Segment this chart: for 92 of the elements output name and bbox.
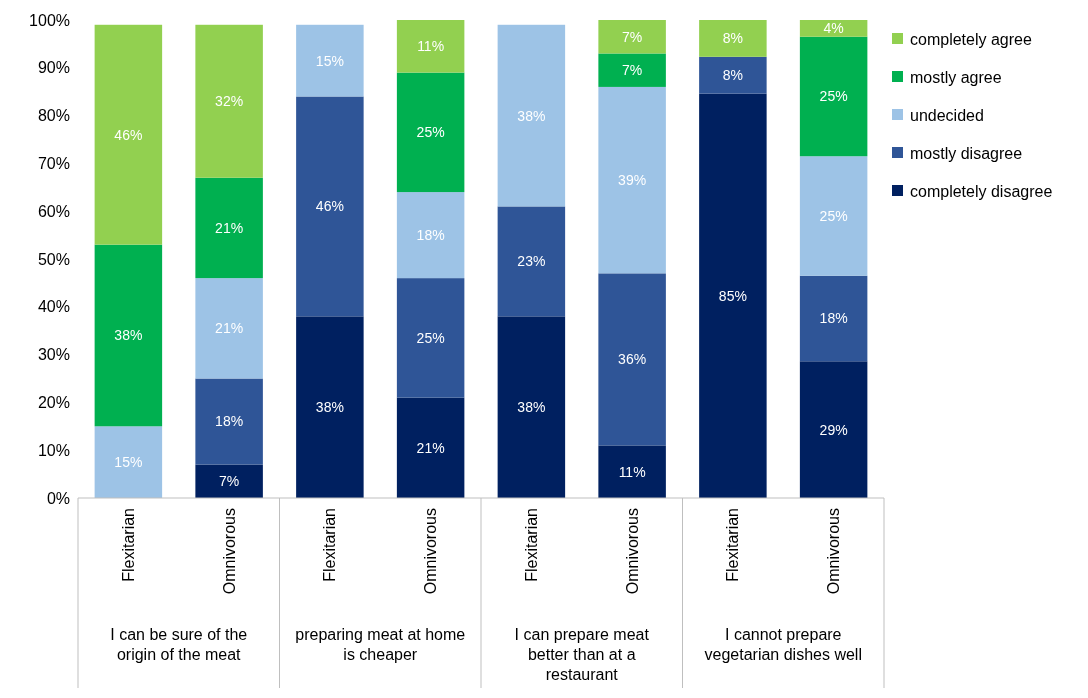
x-tick-label: Flexitarian xyxy=(321,508,339,582)
data-label: 7% xyxy=(622,62,643,79)
data-label: 15% xyxy=(315,52,344,69)
data-label: 38% xyxy=(517,399,546,416)
legend-label: completely disagree xyxy=(910,182,1053,200)
x-tick-label: Flexitarian xyxy=(119,508,137,582)
y-tick-label: 70% xyxy=(37,155,70,172)
legend-label: undecided xyxy=(910,106,984,124)
y-tick-label: 50% xyxy=(37,250,70,268)
bar xyxy=(497,316,566,498)
data-label: 11% xyxy=(618,463,646,480)
bar xyxy=(497,206,566,317)
data-label: 85% xyxy=(718,287,747,304)
legend-label: completely agree xyxy=(910,30,1032,48)
bar xyxy=(799,361,868,498)
data-label: 46% xyxy=(114,126,143,143)
y-tick-label: 40% xyxy=(37,298,70,316)
data-label: 25% xyxy=(819,207,848,224)
data-label: 29% xyxy=(819,421,848,438)
x-tick-label: Omnivorous xyxy=(422,508,440,595)
bar xyxy=(94,244,163,427)
text: I can be sure of the origin of the meat xyxy=(110,626,248,663)
x-tick-label: Omnivorous xyxy=(825,508,843,595)
bar xyxy=(396,397,465,498)
y-tick-label: 20% xyxy=(37,394,70,411)
bar xyxy=(396,20,465,73)
x-tick-label: Omnivorous xyxy=(623,508,641,595)
data-label: 38% xyxy=(315,399,344,416)
data-label: 25% xyxy=(416,329,445,346)
bar xyxy=(497,24,566,207)
data-label: 8% xyxy=(722,67,743,84)
bar xyxy=(598,273,666,446)
data-label: 25% xyxy=(416,124,445,141)
text: preparing meat at home is cheaper xyxy=(295,626,466,663)
data-label: 39% xyxy=(618,172,647,189)
data-label: 32% xyxy=(215,93,244,110)
y-tick-label: 0% xyxy=(46,489,70,507)
legend-label: mostly agree xyxy=(910,68,1002,86)
x-tick-label: Omnivorous xyxy=(220,508,238,595)
data-label: 21% xyxy=(416,439,445,456)
data-label: 15% xyxy=(114,454,143,471)
bar xyxy=(296,316,364,498)
y-tick-label: 10% xyxy=(37,441,70,459)
bar xyxy=(799,20,868,37)
data-label: 8% xyxy=(722,30,743,47)
bar xyxy=(799,156,868,276)
bar xyxy=(195,378,263,465)
bar xyxy=(195,177,263,279)
bar xyxy=(699,20,767,57)
bar xyxy=(195,24,263,178)
data-label: 18% xyxy=(819,310,848,327)
data-label: 21% xyxy=(215,219,244,236)
data-label: 7% xyxy=(622,28,643,45)
y-tick-label: 60% xyxy=(37,202,70,220)
data-label: 23% xyxy=(517,253,546,270)
text: I can prepare meat better than at a restaurant xyxy=(514,626,650,683)
data-label: 25% xyxy=(819,88,848,105)
bar xyxy=(598,20,666,54)
bar xyxy=(799,36,868,157)
bar xyxy=(598,53,666,87)
y-tick-label: 100% xyxy=(29,11,70,29)
bar xyxy=(699,56,767,94)
bar xyxy=(396,72,465,193)
bar xyxy=(396,278,465,398)
data-label: 38% xyxy=(517,107,546,124)
y-tick-label: 30% xyxy=(37,346,70,364)
bar xyxy=(396,192,465,279)
bar xyxy=(296,96,364,317)
text: I cannot prepare vegetarian dishes well xyxy=(704,626,862,663)
data-label: 36% xyxy=(618,351,647,368)
x-tick-label: Flexitarian xyxy=(522,508,540,582)
bar xyxy=(296,24,364,97)
bar xyxy=(94,426,163,498)
bar xyxy=(598,86,666,274)
y-tick-label: 90% xyxy=(37,59,70,77)
bar xyxy=(799,275,868,362)
bar xyxy=(598,445,666,498)
data-label: 18% xyxy=(416,227,445,243)
bar xyxy=(94,24,163,245)
x-tick-label: Flexitarian xyxy=(724,508,742,582)
data-label: 4% xyxy=(823,20,844,37)
data-label: 18% xyxy=(215,413,244,430)
bar xyxy=(195,464,263,498)
y-tick-label: 80% xyxy=(37,107,70,125)
data-label: 38% xyxy=(114,327,143,344)
data-label: 46% xyxy=(315,198,344,215)
data-label: 21% xyxy=(215,320,244,337)
bar xyxy=(699,93,767,498)
bar xyxy=(195,278,263,379)
data-label: 11% xyxy=(417,38,445,55)
legend-label: mostly disagree xyxy=(910,144,1023,162)
data-label: 7% xyxy=(219,473,240,490)
